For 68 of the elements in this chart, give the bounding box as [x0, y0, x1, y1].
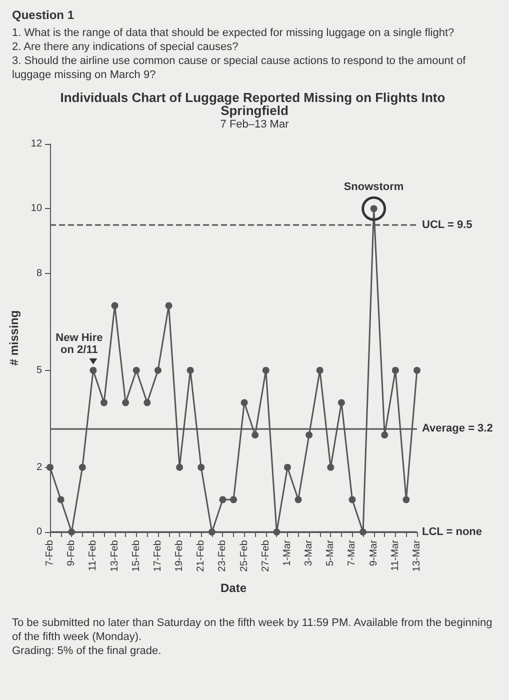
- y-tick-label: 12: [30, 138, 42, 150]
- point: [252, 432, 259, 438]
- chart-title: Individuals Chart of Luggage Reported Missing on Flights Into Springfield: [60, 90, 449, 118]
- y-tick-label: 8: [36, 268, 42, 279]
- x-tick-label: 13-Mar: [412, 539, 422, 572]
- point: [186, 366, 194, 374]
- point: [78, 464, 86, 471]
- x-tick-label: 1-Mar: [282, 539, 293, 566]
- x-tick-label: 21-Feb: [196, 540, 207, 572]
- chart-subtitle: 7 Feb–13 Mar: [220, 118, 290, 130]
- point: [90, 366, 97, 374]
- point: [338, 399, 345, 406]
- x-tick-label: 7-Mar: [346, 539, 358, 566]
- x-tick-label: 11-Mar: [390, 539, 401, 571]
- text: To be submitted no later than Saturday on the fifth week by 11:59 PM. Available from the beginning of the fifth week (Monday).: [12, 616, 494, 644]
- point: [144, 399, 151, 406]
- point: [100, 399, 108, 406]
- point: [240, 399, 248, 406]
- annotation: New Hire on 2/11: [54, 332, 104, 356]
- point: [198, 464, 205, 471]
- x-tick-label: 27-Feb: [260, 540, 272, 572]
- y-tick-label: 5: [36, 364, 42, 376]
- point: [392, 366, 399, 374]
- x-tick-label: 9-Mar: [368, 539, 380, 566]
- text: 3. Should the airline use common cause or special cause actions to respond to the amount of luggage missing on March 9?: [12, 54, 467, 82]
- x-tick-label: 15-Feb: [130, 540, 142, 572]
- x-axis-title: Date: [220, 581, 247, 595]
- point: [348, 496, 356, 504]
- point: [316, 366, 324, 374]
- x-tick-label: 11-Feb: [88, 540, 99, 571]
- point: [111, 302, 118, 310]
- point: [57, 496, 64, 504]
- point: [414, 366, 420, 374]
- x-tick-label: 17-Feb: [152, 540, 164, 572]
- point: [132, 366, 140, 374]
- point: [230, 496, 238, 504]
- point: [306, 432, 313, 438]
- point: [327, 464, 334, 471]
- point: [402, 496, 410, 504]
- text: Question 1: [12, 8, 76, 22]
- x-tick-label: 9-Feb: [66, 540, 78, 566]
- y-tick-label: 0: [36, 526, 42, 538]
- x-tick-label: 7-Feb: [44, 540, 56, 566]
- x-tick-label: 3-Mar: [304, 539, 315, 566]
- point: [262, 366, 270, 374]
- text: 2. Are there any indications of special causes?: [12, 40, 240, 54]
- x-tick-label: 23-Feb: [217, 540, 228, 572]
- point: [284, 464, 291, 471]
- point: [381, 432, 388, 438]
- point: [122, 399, 130, 406]
- annotation: Snowstorm: [344, 180, 404, 193]
- x-tick-label: 25-Feb: [238, 540, 250, 572]
- x-tick-label: 5-Mar: [325, 539, 336, 566]
- x-tick-label: 13-Feb: [109, 540, 120, 572]
- point: [154, 366, 162, 374]
- text: 1. What is the range of data that should be expected for missing luggage on a single flight?: [12, 26, 456, 40]
- ref-line-label: UCL = 9.5: [422, 218, 472, 231]
- point: [219, 496, 226, 504]
- text: Grading: 5% of the final grade.: [12, 644, 162, 658]
- ref-line-label: Average = 3.2: [422, 422, 493, 435]
- point: [176, 464, 184, 471]
- y-tick-label: 10: [30, 203, 42, 214]
- y-axis-title: # missing: [7, 310, 21, 366]
- x-tick-label: 19-Feb: [174, 540, 186, 572]
- ref-line-label: LCL = none: [422, 526, 482, 538]
- y-tick-label: 2: [36, 462, 42, 473]
- point: [165, 302, 172, 310]
- point: [294, 496, 302, 504]
